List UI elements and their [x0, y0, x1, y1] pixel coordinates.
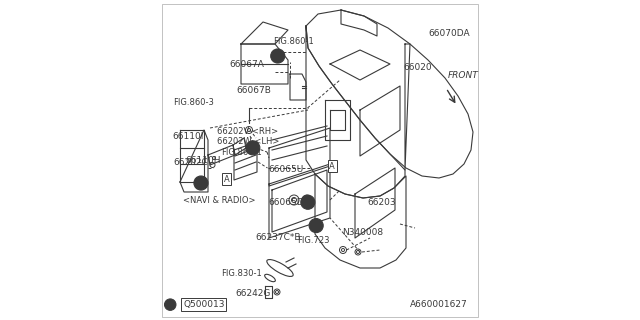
Text: A: A	[330, 162, 335, 171]
Text: 66202W <LH>: 66202W <LH>	[217, 137, 279, 146]
Text: 66110I: 66110I	[172, 132, 204, 141]
Circle shape	[271, 49, 285, 63]
Text: 66067B: 66067B	[236, 86, 271, 95]
Circle shape	[194, 176, 208, 190]
Text: Q500013: Q500013	[183, 300, 225, 309]
Text: 66067A: 66067A	[230, 60, 264, 68]
Circle shape	[301, 195, 315, 209]
Text: 66065D: 66065D	[268, 198, 304, 207]
Text: 66065U: 66065U	[269, 165, 304, 174]
Text: 66070DA: 66070DA	[429, 29, 470, 38]
Text: A: A	[224, 175, 229, 184]
Text: FIG.860-1: FIG.860-1	[221, 148, 262, 157]
Text: 66202V <RH>: 66202V <RH>	[217, 127, 278, 136]
Text: FIG.860-3: FIG.860-3	[173, 98, 214, 107]
Text: 1: 1	[275, 52, 280, 60]
Text: 1: 1	[314, 221, 319, 230]
Text: 1: 1	[250, 143, 255, 152]
Text: 1: 1	[198, 179, 204, 188]
Text: A660001627: A660001627	[410, 300, 467, 309]
Text: FIG.830-1: FIG.830-1	[221, 269, 262, 278]
Text: FIG.860-1: FIG.860-1	[273, 37, 314, 46]
Circle shape	[246, 141, 260, 155]
Text: FRONT: FRONT	[448, 71, 479, 80]
Text: <NAVI & RADIO>: <NAVI & RADIO>	[183, 196, 255, 205]
Text: 66110H: 66110H	[186, 156, 221, 164]
Text: 66242G: 66242G	[236, 289, 271, 298]
Text: 66202C: 66202C	[173, 158, 208, 167]
Text: 1: 1	[168, 302, 173, 308]
Text: N340008: N340008	[342, 228, 383, 237]
Text: 1: 1	[305, 198, 310, 207]
Text: FIG.723: FIG.723	[298, 236, 330, 245]
Text: 66203: 66203	[367, 198, 396, 207]
Circle shape	[309, 219, 323, 233]
Circle shape	[164, 299, 176, 310]
Text: 66020: 66020	[403, 63, 432, 72]
Text: 66237C*B: 66237C*B	[255, 233, 301, 242]
